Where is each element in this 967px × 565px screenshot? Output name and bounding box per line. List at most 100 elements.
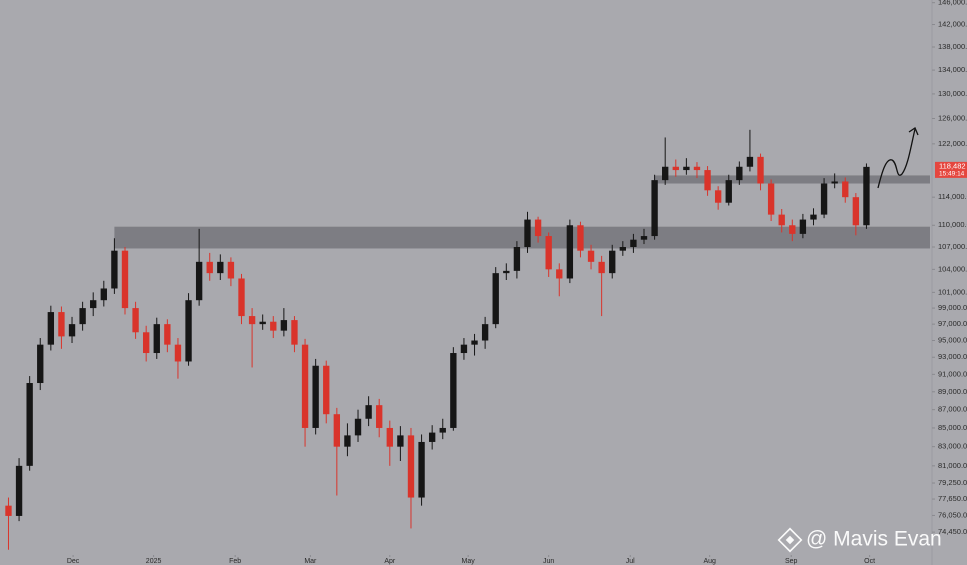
- x-tick-label: Oct: [864, 558, 875, 565]
- candle-body: [47, 312, 55, 345]
- y-tick-label: 89,000.0: [938, 387, 967, 396]
- y-tick-label: 83,000.0: [938, 442, 967, 451]
- candle-body: [90, 300, 97, 309]
- candle-body: [534, 219, 542, 237]
- candle-body: [587, 250, 595, 262]
- candle-body: [439, 427, 446, 433]
- candle-body: [227, 261, 235, 279]
- y-tick-label: 79,250.0: [938, 478, 967, 487]
- y-tick-label: 130,000.0: [938, 89, 967, 98]
- candle-body: [217, 261, 224, 274]
- candle-body: [386, 427, 393, 447]
- candle-body: [789, 225, 796, 234]
- y-tick-label: 126,000.0: [938, 113, 967, 122]
- x-tick-label: May: [462, 558, 476, 565]
- x-axis: Dec 2025 Feb Mar Apr May Jun Jul Aug Sep Oct: [67, 555, 875, 565]
- y-tick-label: 104,000.0: [938, 264, 967, 273]
- y-tick-label: 97,000.0: [938, 319, 967, 328]
- candle-body: [460, 344, 468, 354]
- candle-body: [810, 214, 817, 220]
- x-tick-label: Sep: [785, 558, 798, 565]
- candle-body: [153, 324, 160, 354]
- last-price-box: [935, 161, 967, 178]
- y-tick-label: 114,000.0: [938, 192, 967, 201]
- candle-body: [598, 261, 605, 274]
- candle-body: [195, 261, 203, 301]
- candle-body: [58, 312, 65, 337]
- y-tick-label: 76,050.0: [938, 510, 967, 519]
- y-tick-label: 146,000.0: [938, 0, 967, 7]
- candle-body: [577, 225, 584, 251]
- candle-body: [757, 156, 764, 184]
- candle-body: [238, 278, 245, 317]
- candle-body: [5, 505, 12, 516]
- y-tick-label: 110,000.0: [938, 220, 967, 229]
- candle-body: [831, 181, 838, 184]
- candle-body: [344, 435, 351, 447]
- candle-body: [121, 250, 129, 309]
- candle-body: [132, 308, 139, 333]
- candle-body: [672, 166, 679, 171]
- countdown-text: 15:49:14: [939, 171, 965, 178]
- watermark-text: @ Mavis Evan: [806, 528, 942, 551]
- candle-body: [280, 320, 288, 331]
- candle-body: [778, 214, 785, 226]
- candle-body: [100, 288, 107, 301]
- candle-body: [693, 166, 701, 171]
- zones: [114, 175, 930, 249]
- candle-body: [68, 324, 76, 337]
- y-tick-label: 122,000.0: [938, 139, 967, 148]
- candle-body: [842, 181, 849, 198]
- candle-body: [471, 340, 478, 345]
- candle-body: [767, 183, 775, 215]
- y-tick-label: 99,000.0: [938, 303, 967, 312]
- candles: [5, 129, 870, 550]
- candle-body: [15, 465, 23, 516]
- y-tick-label: 91,000.0: [938, 369, 967, 378]
- candle-body: [714, 190, 722, 203]
- x-tick-label: 2025: [146, 558, 162, 565]
- candle-body: [662, 166, 669, 181]
- candle-body: [248, 316, 256, 325]
- y-axis: 146,000.0 142,000.0 138,000.0 134,000.0 130,…: [932, 0, 967, 536]
- x-tick-label: Apr: [384, 558, 396, 565]
- candle-body: [704, 170, 711, 191]
- y-tick-label: 138,000.0: [938, 42, 967, 51]
- candle-body: [111, 250, 118, 289]
- candle-body: [397, 435, 404, 447]
- candle-body: [651, 180, 658, 237]
- y-tick-label: 142,000.0: [938, 20, 967, 29]
- candle-body: [524, 219, 531, 248]
- candle-body: [863, 166, 870, 226]
- candle-body: [566, 225, 574, 279]
- candle-body: [481, 324, 489, 341]
- candle-body: [323, 365, 330, 415]
- candle-body: [291, 320, 298, 345]
- x-tick-label: Jul: [626, 558, 635, 565]
- candle-body: [545, 236, 552, 270]
- candle-body: [513, 247, 521, 271]
- candle-body: [407, 435, 415, 498]
- candle-body: [609, 250, 616, 274]
- y-tick-label: 85,000.0: [938, 423, 967, 432]
- y-tick-label: 101,000.0: [938, 287, 967, 296]
- candle-body: [376, 405, 383, 428]
- y-tick-label: 134,000.0: [938, 65, 967, 74]
- candle-body: [503, 270, 510, 274]
- candle-body: [736, 166, 743, 181]
- arrow-head: [908, 127, 919, 136]
- candle-body: [164, 324, 171, 345]
- candle-body: [852, 197, 860, 226]
- y-tick-label: 107,000.0: [938, 242, 967, 251]
- candle-body: [37, 344, 44, 384]
- candle-body: [26, 383, 33, 466]
- projection-arrow: [877, 128, 916, 189]
- candle-body: [556, 269, 563, 279]
- candle-body: [79, 308, 86, 325]
- x-tick-label: Dec: [67, 558, 80, 565]
- last-price-text: 118,482: [939, 161, 966, 170]
- candle-body: [301, 344, 309, 428]
